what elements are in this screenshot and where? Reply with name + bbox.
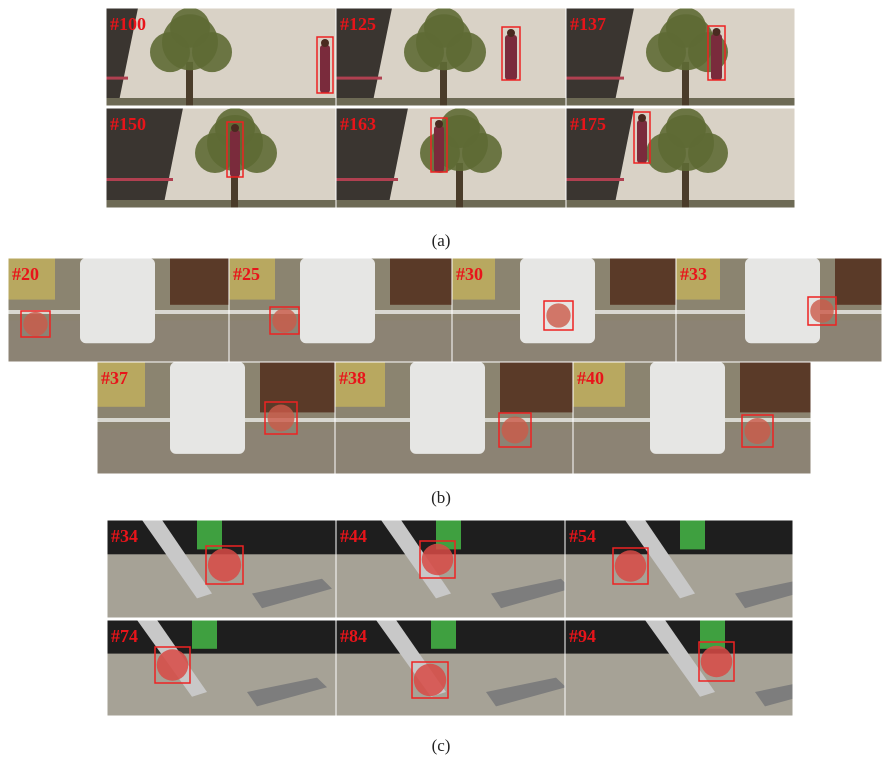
person-head — [231, 124, 239, 132]
ball — [208, 548, 241, 581]
frame-label: #94 — [569, 626, 596, 646]
frame-label: #100 — [110, 14, 146, 34]
railing — [336, 178, 398, 181]
frame: #100 — [106, 8, 336, 106]
frame: #125 — [336, 8, 566, 106]
caption: (b) — [431, 488, 451, 507]
ball — [546, 303, 570, 327]
ground — [566, 98, 795, 106]
ground — [106, 98, 336, 106]
ball — [23, 312, 47, 336]
railing — [566, 178, 624, 181]
frame-label: #33 — [680, 264, 707, 284]
frame: #74 — [107, 620, 336, 716]
frame-label: #163 — [340, 114, 376, 134]
person — [434, 126, 444, 172]
green-block — [192, 620, 217, 649]
green-block — [700, 620, 725, 649]
back-wall — [565, 520, 793, 554]
person-head — [713, 28, 721, 36]
cylinder — [650, 362, 725, 454]
caption: (a) — [432, 231, 451, 250]
tree-foliage — [666, 108, 706, 148]
frame: #33 — [676, 258, 883, 362]
ball — [615, 550, 647, 582]
person — [505, 35, 517, 80]
ball — [272, 308, 296, 332]
frame: #44 — [336, 520, 571, 618]
person-head — [507, 29, 515, 37]
frame: #40 — [573, 362, 883, 474]
person-head — [435, 120, 443, 128]
railing — [336, 77, 382, 80]
tree-foliage — [170, 8, 210, 48]
ground — [106, 200, 336, 208]
frame-label: #150 — [110, 114, 146, 134]
railing — [106, 178, 173, 181]
frame-label: #44 — [340, 526, 367, 546]
ball — [810, 299, 834, 323]
cylinder — [80, 258, 155, 343]
frame: #94 — [565, 620, 835, 716]
frame: #175 — [566, 108, 795, 208]
frame-label: #137 — [570, 14, 606, 34]
person — [320, 45, 330, 93]
ground — [566, 200, 795, 208]
ground — [336, 200, 566, 208]
frame-label: #74 — [111, 626, 138, 646]
green-block — [680, 520, 705, 549]
cylinder — [410, 362, 485, 454]
frame: #84 — [336, 620, 566, 716]
frame: #150 — [106, 108, 336, 208]
tree-foliage — [440, 108, 480, 148]
frame: #34 — [107, 520, 336, 618]
frame-label: #34 — [111, 526, 138, 546]
frame: #163 — [336, 108, 566, 208]
ball — [157, 649, 189, 681]
frame-label: #40 — [577, 368, 604, 388]
frame-label: #125 — [340, 14, 376, 34]
person — [711, 34, 722, 80]
ground — [336, 98, 566, 106]
caption: (c) — [432, 736, 451, 755]
ball — [422, 544, 454, 576]
cylinder — [300, 258, 375, 343]
frame-label: #54 — [569, 526, 596, 546]
frame-label: #38 — [339, 368, 366, 388]
railing — [106, 77, 128, 80]
frame-label: #84 — [340, 626, 367, 646]
person — [637, 120, 647, 163]
tree-foliage — [666, 8, 706, 48]
ball — [268, 405, 295, 432]
ball — [414, 664, 446, 696]
door — [835, 258, 883, 305]
frame-label: #175 — [570, 114, 606, 134]
frame-label: #25 — [233, 264, 260, 284]
ball — [744, 418, 770, 444]
frame: #54 — [565, 520, 815, 618]
ball — [701, 646, 733, 678]
frame-label: #30 — [456, 264, 483, 284]
figure: (a) (b) (c) #100 #125 #137 #150 #163 #175 #20 #… — [0, 0, 883, 760]
green-block — [197, 520, 222, 549]
person — [230, 130, 240, 177]
green-block — [431, 620, 456, 649]
person-head — [638, 114, 646, 122]
railing — [566, 77, 624, 80]
frame-label: #20 — [12, 264, 39, 284]
frame-label: #37 — [101, 368, 128, 388]
frame: #137 — [566, 8, 795, 106]
cylinder — [170, 362, 245, 454]
ball — [502, 417, 529, 444]
person-head — [321, 39, 329, 47]
tree-foliage — [424, 8, 464, 48]
